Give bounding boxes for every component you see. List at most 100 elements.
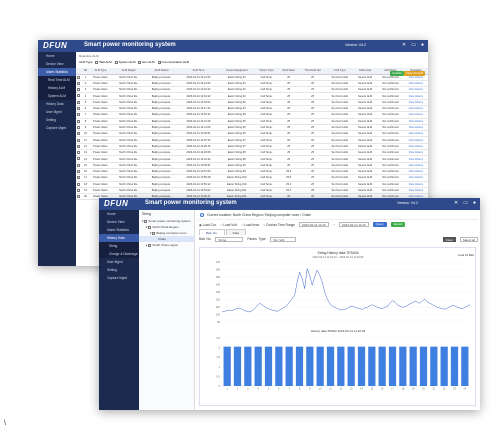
checkbox[interactable] (77, 75, 81, 79)
table-row[interactable]: 16 Power Alarm North China Re.. Beijing com… (76, 168, 428, 176)
view-history-link[interactable]: View History (403, 99, 428, 107)
view-history-link[interactable]: View History (403, 149, 428, 157)
table-row[interactable]: 7 Power Alarm North China Re.. Beijing comp… (76, 111, 428, 119)
folder-icon[interactable]: ▭ (411, 42, 416, 48)
row-checkbox-cell[interactable] (76, 187, 83, 195)
sidebar-item-setting[interactable]: Setting (107, 268, 117, 272)
sidebar-item-history-data[interactable]: History Data (99, 234, 139, 242)
user-icon[interactable]: ● (472, 200, 476, 206)
row-checkbox-cell[interactable] (76, 74, 83, 81)
view-history-link[interactable]: View History (403, 111, 428, 119)
checkbox[interactable] (77, 176, 81, 180)
row-checkbox-cell[interactable] (76, 143, 83, 151)
checkbox[interactable] (77, 138, 81, 142)
view-history-link[interactable]: View History (403, 130, 428, 138)
table-row[interactable]: 6 Power Alarm North China Re.. Beijing comp… (76, 105, 428, 113)
table-row[interactable]: 18 Power Alarm North China Re.. Beijing com… (76, 181, 428, 188)
table-row[interactable]: 14 Power Alarm North China Re.. Beijing com… (76, 155, 428, 163)
checkbox[interactable] (77, 125, 81, 129)
table-row[interactable]: 9 Power Alarm North China Re.. Beijing comp… (76, 124, 428, 132)
row-checkbox-cell[interactable] (76, 118, 83, 125)
sidebar-item-real-time-alm[interactable]: Real Time ALM (38, 76, 76, 84)
checkbox[interactable] (77, 119, 81, 123)
checkbox[interactable] (77, 170, 81, 173)
sidebar-item-alarm-statistics[interactable]: Alarm Statistics (38, 68, 76, 76)
query-button[interactable]: Query (372, 222, 387, 227)
sidebar-item-history-data[interactable]: History Data (46, 102, 64, 106)
checkbox[interactable] (148, 225, 152, 229)
filter-system-alm[interactable]: System ALM (114, 60, 135, 64)
filter-batt-alm[interactable]: Batt ALM (95, 60, 112, 64)
checkbox[interactable] (77, 144, 81, 148)
checkbox[interactable] (77, 195, 81, 199)
sidebar-item-device-view[interactable]: Device View (46, 62, 64, 66)
checkbox[interactable] (148, 243, 152, 247)
tab-data[interactable]: Data (225, 229, 247, 235)
checkbox[interactable] (77, 188, 81, 192)
tab-batt-no[interactable]: Batt. No. (199, 229, 225, 235)
table-row[interactable]: 4 Power Alarm North China Re.. Beijing comp… (76, 92, 428, 100)
checkbox[interactable] (77, 157, 81, 161)
table-row[interactable]: 13 Power Alarm North China Re.. Beijing com… (76, 149, 428, 157)
checkbox[interactable] (77, 113, 81, 117)
view-history-link[interactable]: View History (403, 118, 428, 125)
checkbox[interactable] (77, 182, 81, 186)
sidebar-item-home[interactable]: Home (107, 212, 116, 216)
row-checkbox-cell[interactable] (76, 168, 83, 176)
row-checkbox-cell[interactable] (76, 111, 83, 119)
sidebar-item-alarm-statistics[interactable]: Alarm Statistics (107, 228, 129, 232)
view-history-link[interactable]: View History (403, 168, 428, 176)
checkbox[interactable] (77, 100, 81, 104)
date-from-input[interactable]: 2023-04-14 11:23 (299, 222, 329, 227)
view-history-link[interactable]: View History (403, 174, 428, 182)
sidebar-item-system-alm[interactable]: System ALM (38, 92, 76, 100)
table-row[interactable]: 11 Power Alarm North China Re.. Beijing com… (76, 136, 428, 144)
view-history-link[interactable]: View History (403, 143, 428, 151)
checkbox[interactable] (114, 60, 118, 64)
sidebar-item-user-mgmt[interactable]: User Mgmt (46, 110, 62, 114)
confirm-button[interactable]: Confirm (390, 71, 404, 76)
checkbox[interactable] (138, 60, 142, 64)
table-row[interactable]: 1 Power Alarm North China Re.. Beijing comp… (76, 74, 428, 81)
sidebar-item-user-mgmt[interactable]: User Mgmt (107, 260, 123, 264)
view-history-link[interactable]: View History (403, 86, 428, 94)
radio-custom-range[interactable]: ○ Custom Time Range (263, 222, 296, 227)
tree-node-north-china[interactable]: ▾ North China Region (146, 225, 179, 229)
sidebar-item-string[interactable]: String (99, 242, 139, 250)
row-checkbox-cell[interactable] (76, 162, 83, 169)
sidebar-item-device-view[interactable]: Device View (107, 220, 125, 224)
expand-icon[interactable]: ✕ (402, 42, 407, 48)
sidebar-item-history-alm[interactable]: History ALM (38, 84, 76, 92)
row-checkbox-cell[interactable] (76, 99, 83, 107)
view-history-link[interactable]: View History (403, 162, 428, 169)
row-checkbox-cell[interactable] (76, 174, 83, 182)
date-to-input[interactable]: 2023-04-14 11:23 (339, 222, 369, 227)
checkbox[interactable] (144, 219, 148, 223)
row-checkbox-cell[interactable] (76, 193, 83, 201)
row-checkbox-cell[interactable] (76, 86, 83, 94)
checkbox[interactable] (77, 132, 81, 136)
sidebar-item-capture-mgmt[interactable]: Capture Mgmt (46, 126, 67, 130)
tree-node-root[interactable]: ▾ Smart power monitoring system (142, 219, 191, 223)
table-row[interactable]: 15 Power Alarm North China Re.. Beijing com… (76, 162, 428, 169)
radio-load-imax[interactable]: ○ Load Imax (241, 222, 260, 227)
row-checkbox-cell[interactable] (76, 149, 83, 157)
expand-icon[interactable]: ✕ (454, 200, 459, 206)
table-row[interactable]: 5 Power Alarm North China Re.. Beijing comp… (76, 99, 428, 107)
sidebar-item-setting[interactable]: Setting (46, 118, 56, 122)
checkbox[interactable] (77, 81, 81, 85)
view-history-link[interactable]: View History (403, 187, 428, 195)
checkbox[interactable] (157, 60, 161, 64)
tree-node-chain[interactable]: Chain (139, 236, 194, 242)
view-history-link[interactable]: View History (403, 105, 428, 113)
clear-button[interactable]: Clear (442, 236, 456, 242)
checkbox[interactable] (77, 151, 81, 155)
checkbox[interactable] (77, 107, 81, 111)
radio-load-volt[interactable]: ○ Load Volt. (220, 222, 238, 227)
row-checkbox-cell[interactable] (76, 80, 83, 88)
checkbox[interactable] (77, 94, 81, 98)
table-row[interactable]: 8 Power Alarm North China Re.. Beijing comp… (76, 118, 428, 125)
select-all-button[interactable]: Select all (459, 236, 478, 242)
user-icon[interactable]: ● (420, 42, 424, 48)
sidebar-item-capture-mgmt[interactable]: Capture Mgmt (107, 276, 128, 280)
